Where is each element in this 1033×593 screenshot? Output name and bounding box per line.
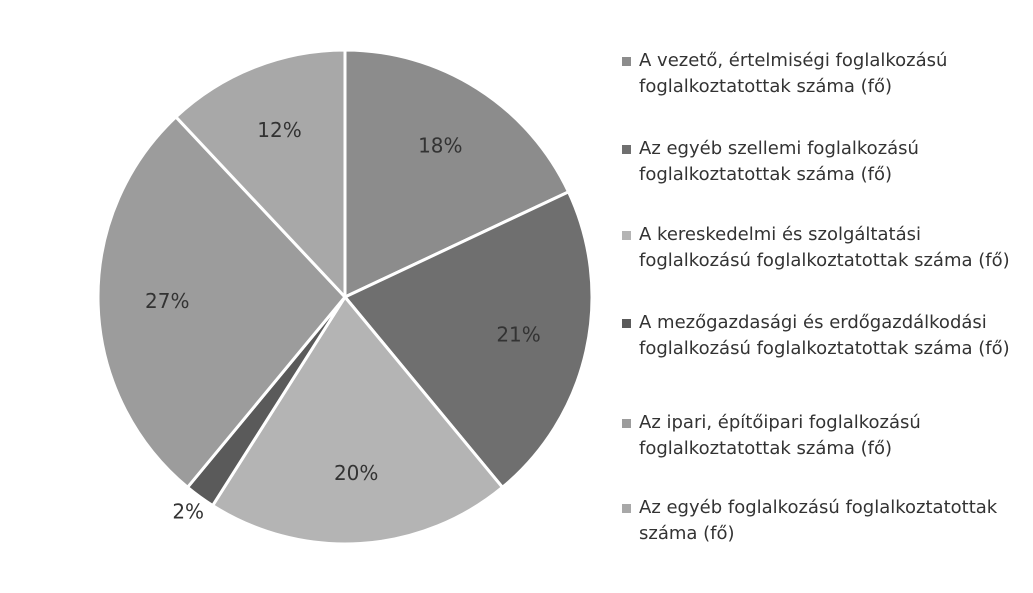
data-label: 2% xyxy=(172,499,204,523)
legend-swatch xyxy=(622,319,631,328)
legend-swatch xyxy=(622,57,631,66)
data-label: 27% xyxy=(145,289,189,313)
pie-area: 18% 21% 20% 2% 27% 12% xyxy=(96,48,594,546)
legend-label: A kereskedelmi és szolgáltatási foglalko… xyxy=(639,224,1010,271)
pie-slice xyxy=(173,48,347,301)
legend-entry: Az ipari, építőipari foglalkozású foglal… xyxy=(622,410,1017,462)
pie-slice xyxy=(210,294,505,546)
legend-swatch xyxy=(622,419,631,428)
legend-entry: Az egyéb foglalkozású foglalkoztatottak … xyxy=(622,495,1017,547)
data-label: 21% xyxy=(496,322,540,346)
legend-label: A vezető, értelmiségi foglalkozású fogla… xyxy=(639,50,948,97)
legend-entry: A mezőgazdasági és erdőgazdálkodási fogl… xyxy=(622,310,1017,362)
legend-entry: A vezető, értelmiségi foglalkozású fogla… xyxy=(622,48,1017,100)
legend-label: A mezőgazdasági és erdőgazdálkodási fogl… xyxy=(639,312,1010,359)
data-label: 20% xyxy=(334,461,378,485)
pie-slice xyxy=(343,48,571,300)
legend-swatch xyxy=(622,231,631,240)
legend-label: Az egyéb foglalkozású foglalkoztatottak … xyxy=(639,497,998,544)
pie-slice xyxy=(96,114,347,490)
legend-label: Az ipari, építőipari foglalkozású foglal… xyxy=(639,412,921,459)
data-label: 12% xyxy=(257,118,301,142)
legend-swatch xyxy=(622,504,631,513)
pie-slice xyxy=(342,189,594,490)
legend-entry: Az egyéb szellemi foglalkozású foglalkoz… xyxy=(622,136,1017,188)
legend-entry: A kereskedelmi és szolgáltatási foglalko… xyxy=(622,222,1017,274)
legend-swatch xyxy=(622,145,631,154)
data-label: 18% xyxy=(418,133,462,157)
legend-label: Az egyéb szellemi foglalkozású foglalkoz… xyxy=(639,138,919,185)
